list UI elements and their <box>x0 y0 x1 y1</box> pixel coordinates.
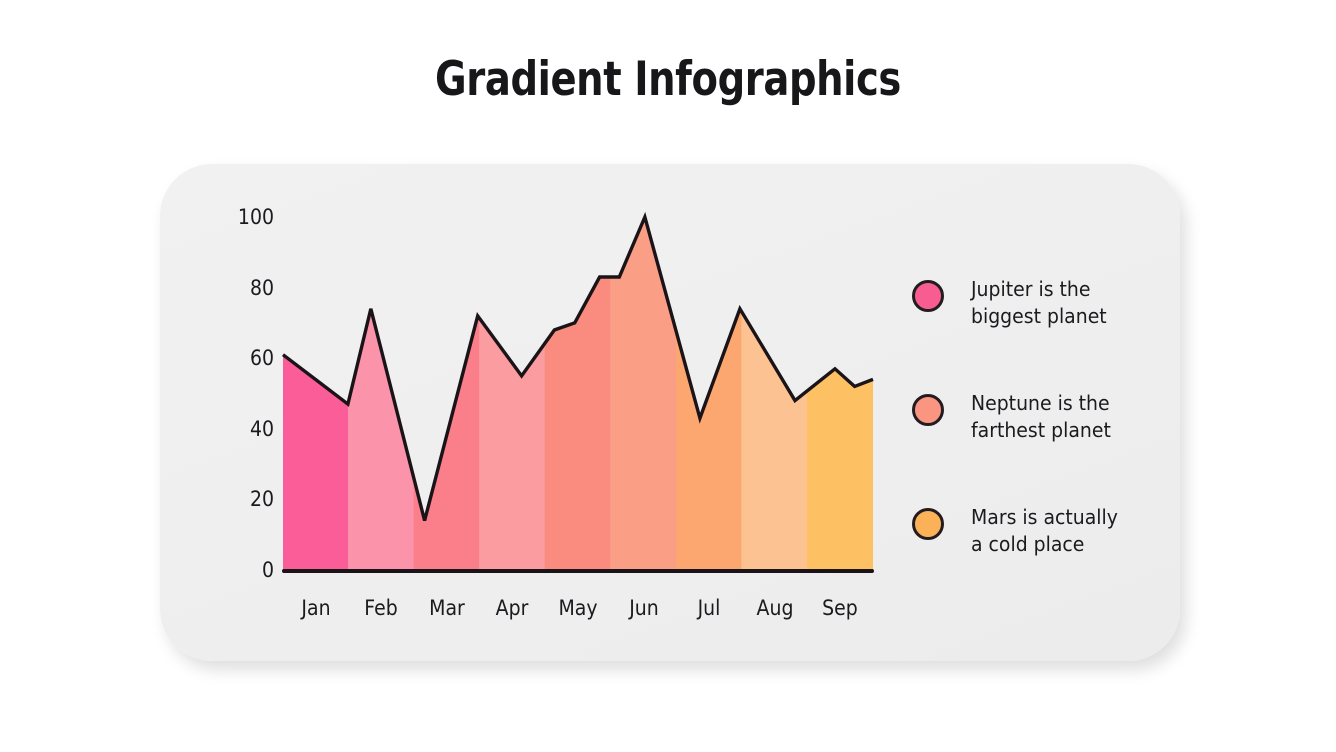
gradient-band <box>283 217 350 570</box>
series-line <box>281 211 874 522</box>
chart-legend: Jupiter is the biggest planet Neptune is… <box>912 276 1152 618</box>
x-tick-label: Feb <box>364 596 399 620</box>
gradient-band <box>348 217 415 570</box>
chart-card: 100 80 60 40 20 0 <box>160 164 1180 661</box>
legend-item-label: Mars is actually a cold place <box>971 505 1118 556</box>
y-tick-label: 20 <box>249 487 274 512</box>
plot-area <box>281 211 874 570</box>
x-tick-label: Jul <box>697 596 721 620</box>
gradient-band <box>479 217 546 570</box>
gradient-band <box>806 217 873 570</box>
x-tick-label: Jan <box>301 596 331 620</box>
circle-icon <box>912 394 944 426</box>
legend-item-label: Jupiter is the biggest planet <box>971 277 1107 328</box>
circle-icon <box>912 508 944 540</box>
legend-item[interactable]: Neptune is the farthest planet <box>912 390 1152 446</box>
x-tick-label: Mar <box>429 596 465 620</box>
area-fill-bands <box>283 217 873 570</box>
y-tick-label: 0 <box>261 558 274 582</box>
x-axis-line <box>282 569 874 573</box>
circle-icon <box>912 280 944 312</box>
y-tick-label: 60 <box>249 346 274 371</box>
x-tick-label: Sep <box>822 596 859 620</box>
y-tick-label: 40 <box>249 416 274 441</box>
gradient-band <box>610 217 677 570</box>
x-tick-label: Aug <box>756 596 794 620</box>
y-tick-label: 80 <box>249 275 274 300</box>
y-axis: 100 80 60 40 20 0 <box>214 205 274 582</box>
gradient-band <box>741 217 808 570</box>
legend-item[interactable]: Mars is actually a cold place <box>912 504 1152 560</box>
gradient-band <box>544 217 612 570</box>
page-title: Gradient Infographics <box>435 52 901 107</box>
gradient-band <box>413 217 481 570</box>
area-chart-svg <box>281 211 874 570</box>
legend-item-label: Neptune is the farthest planet <box>971 391 1111 442</box>
x-axis: Jan Feb Mar Apr May Jun Jul Aug Sep <box>283 596 873 630</box>
legend-item[interactable]: Jupiter is the biggest planet <box>912 276 1152 332</box>
x-tick-label: Jun <box>628 596 659 620</box>
y-tick-label: 100 <box>237 205 274 229</box>
x-tick-label: May <box>558 596 598 620</box>
x-tick-label: Apr <box>496 596 529 620</box>
